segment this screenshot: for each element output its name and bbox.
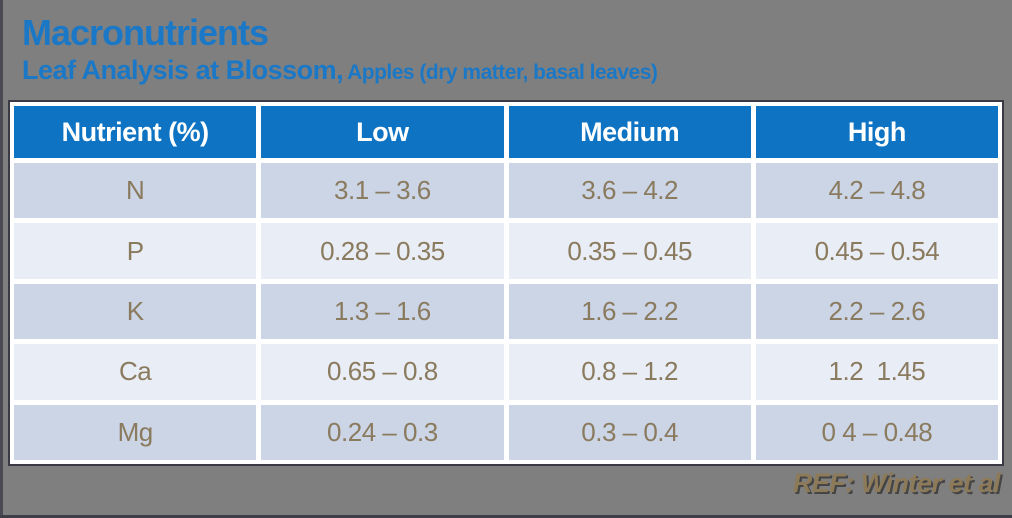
row-n-medium: 3.6 – 4.2 — [508, 163, 751, 219]
slide-bottom-edge — [0, 515, 1012, 518]
row-mg-nutrient: Mg — [14, 404, 257, 460]
row-k-medium: 1.6 – 2.2 — [508, 283, 751, 340]
row-n-low: 3.1 – 3.6 — [261, 163, 504, 219]
row-n-nutrient: N — [14, 163, 257, 219]
row-k-low: 1.3 – 1.6 — [261, 283, 504, 340]
row-p-low: 0.28 – 0.35 — [261, 223, 504, 279]
row-p-nutrient: P — [14, 223, 257, 279]
row-ca-high: 1.2 1.45 — [755, 344, 998, 400]
page-subtitle: Leaf Analysis at Blossom, Apples (dry ma… — [22, 55, 992, 86]
column-header-medium: Medium — [508, 106, 751, 158]
row-ca-low: 0.65 – 0.8 — [261, 344, 504, 400]
slide-left-edge — [0, 0, 3, 518]
nutrient-table-grid: Nutrient (%) Low Medium High N 3.1 – 3.6… — [14, 106, 998, 460]
row-p-high: 0.45 – 0.54 — [755, 223, 998, 279]
column-header-low: Low — [261, 106, 504, 158]
row-k-nutrient: K — [14, 283, 257, 340]
row-ca-medium: 0.8 – 1.2 — [508, 344, 751, 400]
subtitle-main: Leaf Analysis at Blossom, — [22, 55, 344, 86]
row-p-medium: 0.35 – 0.45 — [508, 223, 751, 279]
row-mg-medium: 0.3 – 0.4 — [508, 404, 751, 460]
row-n-high: 4.2 – 4.8 — [755, 163, 998, 219]
reference-text: REF: Winter et al — [792, 468, 1001, 498]
row-k-high: 2.2 – 2.6 — [755, 283, 998, 340]
column-header-nutrient: Nutrient (%) — [14, 106, 257, 158]
row-mg-high: 0 4 – 0.48 — [755, 404, 998, 460]
column-header-high: High — [755, 106, 998, 158]
row-mg-low: 0.24 – 0.3 — [261, 404, 504, 460]
row-ca-nutrient: Ca — [14, 344, 257, 400]
nutrient-table: Nutrient (%) Low Medium High N 3.1 – 3.6… — [8, 100, 1004, 466]
page-title: Macronutrients — [22, 12, 269, 53]
subtitle-detail: Apples (dry matter, basal leaves) — [347, 61, 658, 85]
title-block: Macronutrients Leaf Analysis at Blossom,… — [22, 12, 992, 86]
